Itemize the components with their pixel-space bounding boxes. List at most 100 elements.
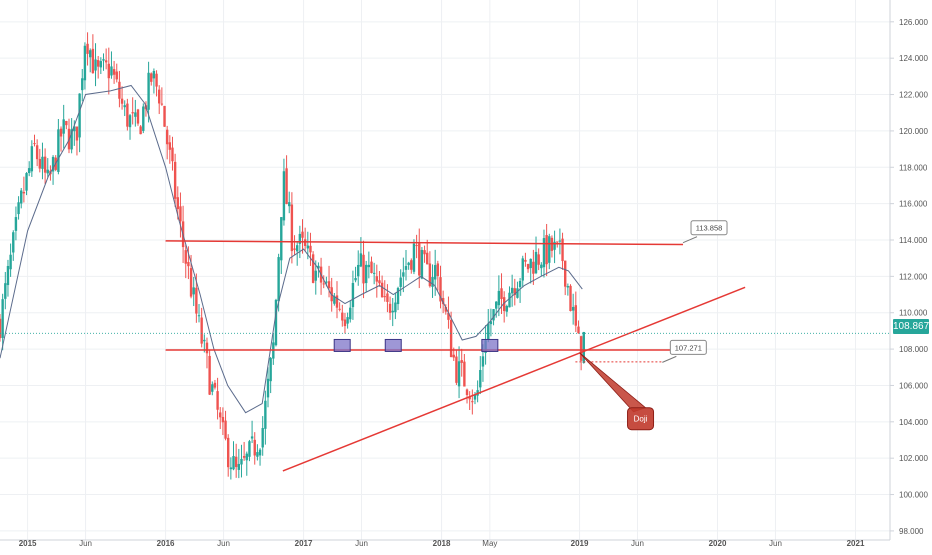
callout-label: 113.858 <box>696 224 723 233</box>
candle-body <box>107 63 110 79</box>
candle-body <box>33 143 36 145</box>
candle-body <box>70 129 73 150</box>
candle-body <box>372 272 376 274</box>
candle-body <box>333 296 336 304</box>
candle-body <box>288 202 291 207</box>
candle-body <box>229 467 233 470</box>
candle-body <box>266 378 270 398</box>
x-tick-label: 2018 <box>433 539 451 548</box>
candle-body <box>81 78 84 91</box>
candle-body <box>295 245 299 252</box>
candle-body <box>439 277 442 302</box>
candle-body <box>367 264 371 268</box>
candle-body <box>441 297 445 305</box>
trend-line <box>165 240 684 246</box>
candle-body <box>335 295 339 308</box>
candle-body <box>383 296 386 298</box>
candle-body <box>465 389 469 396</box>
candle-body <box>110 66 113 76</box>
candle-body <box>219 412 222 418</box>
y-tick-label: 108.000 <box>899 345 928 354</box>
candle-body <box>139 126 142 135</box>
candle-body <box>41 156 44 169</box>
candle-body <box>163 105 166 127</box>
candle-body <box>152 70 156 79</box>
grid <box>0 0 890 540</box>
candle-body <box>195 287 198 314</box>
candle-body <box>460 360 463 363</box>
annotations: 113.858 107.271 Doji <box>579 220 728 431</box>
candle-body <box>205 342 209 354</box>
candle-body <box>126 103 129 127</box>
candle-body <box>497 290 501 306</box>
candle-body <box>471 401 474 403</box>
candle-body <box>136 109 140 124</box>
candle-body <box>505 305 509 312</box>
candle-body <box>502 297 506 312</box>
candle-body <box>89 50 92 58</box>
candle-body <box>197 315 201 317</box>
x-tick-label: 2019 <box>571 539 589 548</box>
callout-label: 107.271 <box>675 343 702 352</box>
x-tick-label: May <box>482 539 497 548</box>
x-tick-label: Jun <box>217 539 230 548</box>
candle-body <box>423 250 426 255</box>
x-tick-label: 2015 <box>19 539 37 548</box>
candle-body <box>176 197 179 210</box>
candle-body <box>131 112 134 114</box>
support-box <box>481 338 499 352</box>
candle-body <box>65 121 68 126</box>
candle-body <box>362 254 365 284</box>
x-tick-label: 2017 <box>295 539 313 548</box>
candle-body <box>290 204 294 252</box>
candle-body <box>62 119 65 134</box>
candle-body <box>357 264 360 277</box>
candle-body <box>455 356 458 383</box>
candle-body <box>179 206 182 222</box>
candle-body <box>306 245 310 249</box>
candle-body <box>0 318 2 339</box>
candle-body <box>492 309 495 321</box>
candle-body <box>380 282 384 298</box>
candle-body <box>282 171 286 221</box>
candle-body <box>128 115 132 128</box>
candle-body <box>338 308 341 310</box>
candle-body <box>433 265 437 280</box>
candle-body <box>500 288 503 300</box>
y-tick-label: 124.000 <box>899 54 928 63</box>
candle-body <box>269 358 272 382</box>
y-tick-label: 104.000 <box>899 418 928 427</box>
candle-body <box>20 190 23 204</box>
candle-body <box>561 238 564 262</box>
candle-body <box>532 261 535 274</box>
y-tick-label: 110.000 <box>899 309 928 318</box>
y-tick-label: 126.000 <box>899 18 928 27</box>
candle-body <box>452 354 455 358</box>
candle-body <box>447 312 450 320</box>
candle-body <box>184 250 187 264</box>
candle-body <box>553 241 556 250</box>
candle-body <box>426 252 429 265</box>
candle-body <box>548 236 551 263</box>
candle-body <box>298 233 302 244</box>
candle-body <box>521 258 524 281</box>
candle-body <box>428 263 432 287</box>
doji-callout <box>627 407 655 431</box>
candle-body <box>309 245 312 253</box>
callout-box <box>690 220 728 236</box>
candle-body <box>354 278 357 281</box>
candle-body <box>311 254 315 283</box>
candle-body <box>245 453 248 461</box>
candle-body <box>431 277 434 287</box>
candle-body <box>221 416 225 423</box>
candle-body <box>569 285 572 312</box>
candle-body <box>173 161 177 199</box>
x-tick-label: 2020 <box>709 539 727 548</box>
candle-body <box>43 156 47 173</box>
candle-body <box>59 128 63 137</box>
candle-body <box>224 420 227 439</box>
candle-body <box>415 245 418 247</box>
candle-body <box>436 263 440 276</box>
y-tick-label: 106.000 <box>899 381 928 390</box>
